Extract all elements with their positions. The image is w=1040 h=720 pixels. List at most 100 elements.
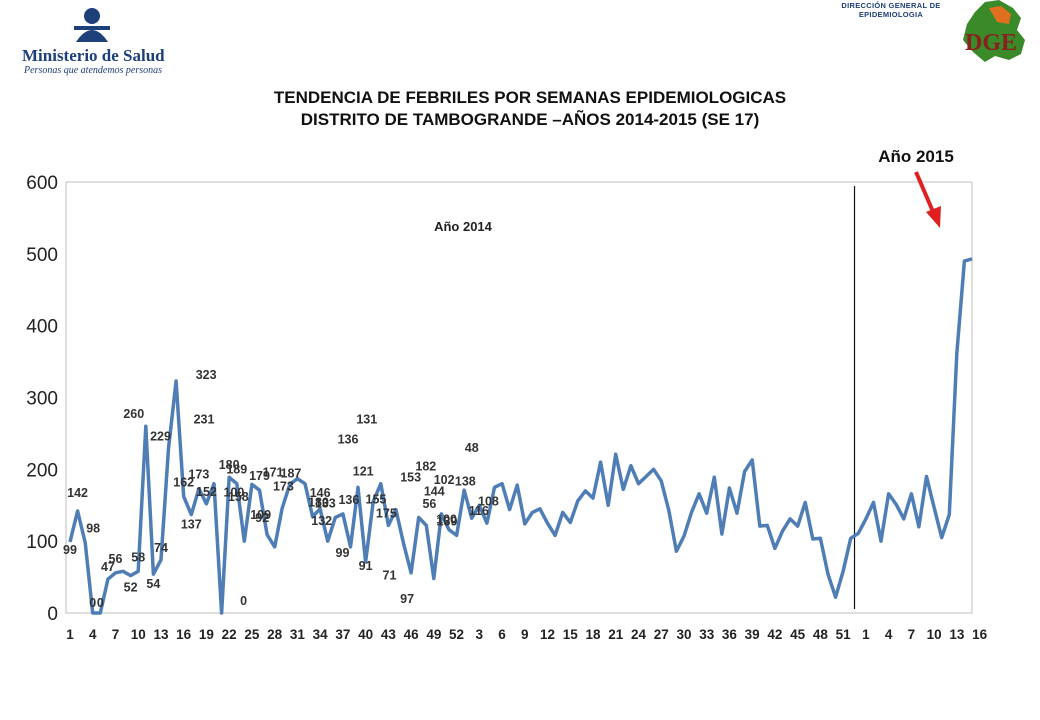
x-tick-label: 31 bbox=[290, 627, 306, 642]
data-label: 180 bbox=[308, 496, 329, 510]
data-label: 323 bbox=[196, 368, 217, 382]
y-tick-label: 200 bbox=[26, 460, 58, 481]
data-label: 100 bbox=[436, 512, 457, 526]
data-label: 158 bbox=[228, 490, 249, 504]
x-tick-label: 15 bbox=[563, 627, 579, 642]
data-label: 132 bbox=[311, 514, 332, 528]
x-tick-label: 40 bbox=[358, 627, 373, 642]
x-tick-label: 10 bbox=[927, 627, 942, 642]
x-tick-label: 4 bbox=[89, 627, 97, 642]
x-tick-label: 46 bbox=[404, 627, 420, 642]
series-line bbox=[68, 257, 973, 615]
x-tick-label: 1 bbox=[862, 627, 870, 642]
data-label: 71 bbox=[383, 568, 397, 582]
office-line-2: EPIDEMIOLOGIA bbox=[858, 10, 924, 19]
x-tick-label: 51 bbox=[836, 627, 852, 642]
data-label: 133 bbox=[315, 496, 336, 510]
data-label: 100 bbox=[223, 485, 244, 499]
plot-area-border bbox=[65, 181, 973, 614]
data-label: 58 bbox=[131, 550, 145, 564]
dge-logo-text: DGE bbox=[965, 30, 1017, 56]
data-label: 56 bbox=[422, 497, 436, 511]
org-name: Ministerio de Salud bbox=[22, 46, 165, 65]
data-label: 74 bbox=[154, 541, 168, 555]
data-label: 92 bbox=[255, 511, 269, 525]
data-label: 48 bbox=[465, 441, 479, 455]
x-tick-label: 12 bbox=[540, 627, 555, 642]
data-label: 229 bbox=[150, 430, 171, 444]
data-label: 153 bbox=[400, 470, 421, 484]
x-tick-label: 36 bbox=[722, 627, 738, 642]
x-tick-label: 39 bbox=[745, 627, 760, 642]
x-tick-label: 45 bbox=[790, 627, 806, 642]
data-label: 231 bbox=[194, 413, 215, 427]
data-label: 187 bbox=[281, 467, 302, 481]
data-label: 260 bbox=[123, 407, 144, 421]
annotation-year-2014: Año 2014 bbox=[434, 219, 493, 234]
x-tick-label: 7 bbox=[908, 627, 916, 642]
x-tick-label: 18 bbox=[585, 627, 601, 642]
x-tick-label: 1 bbox=[66, 627, 74, 642]
x-tick-label: 3 bbox=[476, 627, 484, 642]
annotation-arrow-head bbox=[926, 206, 941, 228]
data-label: 98 bbox=[86, 522, 100, 536]
x-tick-label: 52 bbox=[449, 627, 464, 642]
data-label: 0 bbox=[89, 596, 96, 610]
x-tick-label: 24 bbox=[631, 627, 647, 642]
x-tick-label: 9 bbox=[521, 627, 529, 642]
data-label: 136 bbox=[338, 432, 359, 446]
data-label: 162 bbox=[173, 476, 194, 490]
x-tick-label: 21 bbox=[608, 627, 624, 642]
x-tick-label: 19 bbox=[199, 627, 214, 642]
annotation-arrow-shaft bbox=[914, 171, 936, 215]
x-tick-label: 30 bbox=[676, 627, 691, 642]
data-label: 0 bbox=[240, 594, 247, 608]
data-label: 180 bbox=[219, 458, 240, 472]
data-label: 121 bbox=[353, 465, 374, 479]
data-label: 173 bbox=[188, 468, 209, 482]
data-label: 173 bbox=[273, 480, 294, 494]
office-line-1: DIRECCIÓN GENERAL DE bbox=[841, 1, 941, 10]
data-label: 146 bbox=[310, 486, 331, 500]
data-label: 102 bbox=[434, 473, 455, 487]
data-label: 175 bbox=[376, 506, 397, 520]
x-tick-label: 28 bbox=[267, 627, 283, 642]
y-tick-label: 400 bbox=[26, 317, 58, 338]
ministerio-logo: Ministerio de Salud Personas que atendem… bbox=[18, 4, 178, 76]
data-label: 144 bbox=[424, 484, 445, 498]
office-label: DIRECCIÓN GENERAL DE EPIDEMIOLOGIA bbox=[828, 1, 954, 19]
data-label: 0 bbox=[97, 596, 104, 610]
data-label: 189 bbox=[226, 463, 247, 477]
data-label: 138 bbox=[455, 474, 476, 488]
data-label: 137 bbox=[181, 518, 202, 532]
x-tick-label: 49 bbox=[426, 627, 441, 642]
data-label: 179 bbox=[249, 469, 270, 483]
x-tick-label: 43 bbox=[381, 627, 397, 642]
title-line-2: DISTRITO DE TAMBOGRANDE –AÑOS 2014-2015 … bbox=[300, 110, 760, 129]
dge-map-logo: DGE bbox=[963, 0, 1025, 62]
x-tick-label: 16 bbox=[972, 627, 988, 642]
data-label: 142 bbox=[67, 486, 88, 500]
x-tick-label: 7 bbox=[112, 627, 120, 642]
x-tick-label: 10 bbox=[131, 627, 146, 642]
data-label: 99 bbox=[63, 543, 77, 557]
data-label: 99 bbox=[336, 546, 350, 560]
data-label: 136 bbox=[338, 493, 359, 507]
x-tick-label: 16 bbox=[176, 627, 192, 642]
x-tick-label: 25 bbox=[244, 627, 260, 642]
x-tick-label: 27 bbox=[654, 627, 669, 642]
y-tick-label: 0 bbox=[47, 604, 58, 625]
title-line-1: TENDENCIA DE FEBRILES POR SEMANAS EPIDEM… bbox=[273, 88, 787, 107]
x-tick-label: 48 bbox=[813, 627, 829, 642]
x-tick-label: 33 bbox=[699, 627, 715, 642]
x-tick-label: 13 bbox=[153, 627, 169, 642]
x-tick-label: 34 bbox=[313, 627, 329, 642]
data-label: 182 bbox=[415, 460, 436, 474]
x-tick-label: 22 bbox=[222, 627, 237, 642]
data-label: 52 bbox=[124, 581, 138, 595]
data-label: 91 bbox=[359, 559, 373, 573]
y-tick-label: 500 bbox=[26, 245, 58, 266]
x-tick-label: 4 bbox=[885, 627, 893, 642]
data-label: 116 bbox=[469, 504, 489, 518]
